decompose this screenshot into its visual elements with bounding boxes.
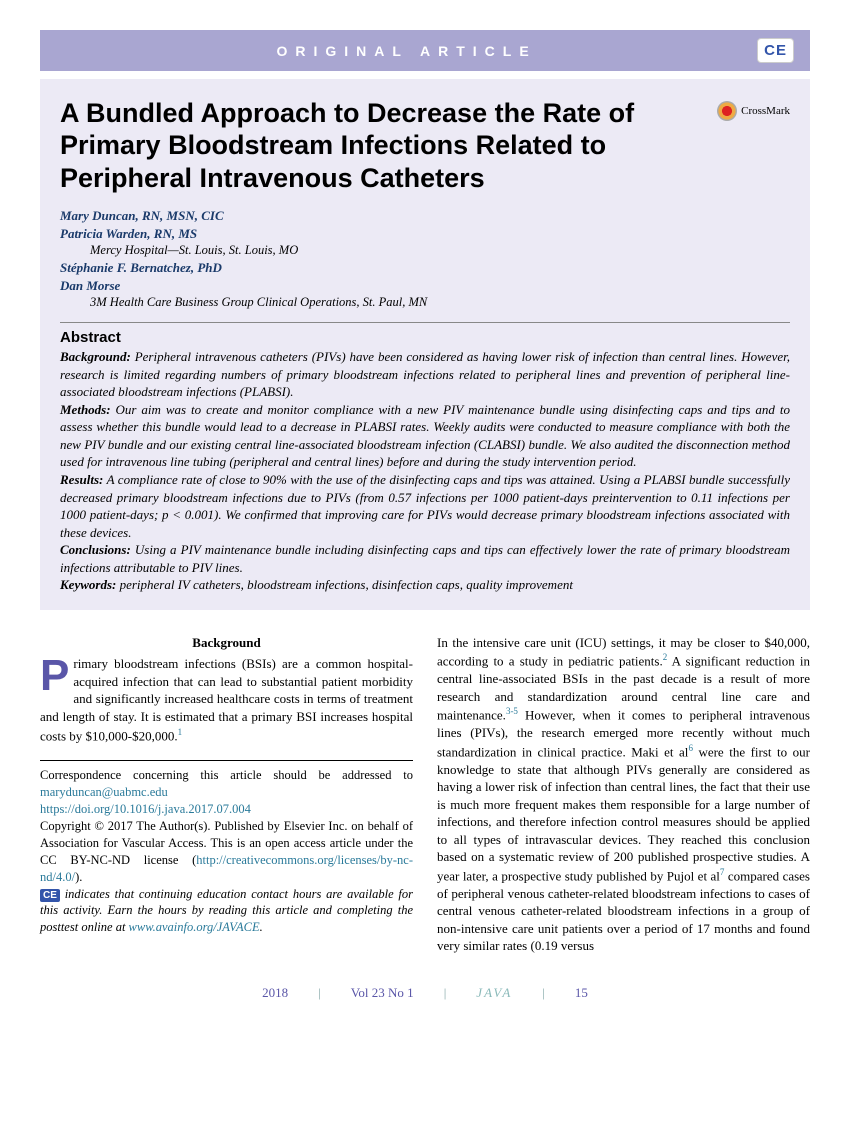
ce-badge: CE xyxy=(757,38,794,63)
crossmark-icon xyxy=(717,101,737,121)
footer-separator: | xyxy=(444,985,447,1001)
dropcap: P xyxy=(40,655,73,694)
correspondence-block: Correspondence concerning this article s… xyxy=(40,760,413,936)
crossmark-badge[interactable]: CrossMark xyxy=(717,101,790,121)
body-paragraph: Primary bloodstream infections (BSIs) ar… xyxy=(40,655,413,744)
page-footer: 2018 | Vol 23 No 1 | JAVA | 15 xyxy=(40,985,810,1001)
body-text: rimary bloodstream infections (BSIs) are… xyxy=(40,656,413,743)
abstract-body: Background: Peripheral intravenous cathe… xyxy=(60,348,790,594)
title-abstract-box: A Bundled Approach to Decrease the Rate … xyxy=(40,79,810,610)
ce-period: . xyxy=(260,920,263,934)
footer-year: 2018 xyxy=(262,985,288,1001)
abstract-conclusions-label: Conclusions: xyxy=(60,542,131,557)
author-name: Patricia Warden, RN, MS xyxy=(60,226,790,242)
abstract-conclusions-text: Using a PIV maintenance bundle including… xyxy=(60,542,790,575)
author-name: Dan Morse xyxy=(60,278,790,294)
correspondence-intro: Correspondence concerning this article s… xyxy=(40,768,413,782)
right-column: In the intensive care unit (ICU) setting… xyxy=(437,634,810,955)
footer-separator: | xyxy=(542,985,545,1001)
citation-ref[interactable]: 3-5 xyxy=(506,706,518,716)
affiliation: Mercy Hospital—St. Louis, St. Louis, MO xyxy=(90,243,790,258)
body-columns: Background Primary bloodstream infection… xyxy=(40,634,810,955)
section-heading: Background xyxy=(40,634,413,652)
author-name: Stéphanie F. Bernatchez, PhD xyxy=(60,260,790,276)
ce-inline-icon: CE xyxy=(40,889,60,902)
article-title: A Bundled Approach to Decrease the Rate … xyxy=(60,97,705,194)
abstract-heading: Abstract xyxy=(60,322,790,346)
crossmark-label: CrossMark xyxy=(741,105,790,117)
doi-link[interactable]: https://doi.org/10.1016/j.java.2017.07.0… xyxy=(40,802,251,816)
authors-block: Mary Duncan, RN, MSN, CIC Patricia Warde… xyxy=(60,208,790,310)
left-column: Background Primary bloodstream infection… xyxy=(40,634,413,955)
abstract-results-label: Results: xyxy=(60,472,103,487)
abstract-results-text: A compliance rate of close to 90% with t… xyxy=(60,472,790,540)
footer-journal: JAVA xyxy=(476,985,512,1001)
author-name: Mary Duncan, RN, MSN, CIC xyxy=(60,208,790,224)
footer-page-number: 15 xyxy=(575,985,588,1001)
ce-link[interactable]: www.avainfo.org/JAVACE xyxy=(129,920,260,934)
article-type-header: ORIGINAL ARTICLE CE xyxy=(40,30,810,71)
body-paragraph: In the intensive care unit (ICU) setting… xyxy=(437,634,810,955)
abstract-background-label: Background: xyxy=(60,349,131,364)
citation-ref[interactable]: 1 xyxy=(178,727,183,737)
article-type-label: ORIGINAL ARTICLE xyxy=(56,43,757,59)
correspondence-email[interactable]: maryduncan@uabmc.edu xyxy=(40,785,168,799)
affiliation: 3M Health Care Business Group Clinical O… xyxy=(90,295,790,310)
abstract-methods-text: Our aim was to create and monitor compli… xyxy=(60,402,790,470)
close-paren: ). xyxy=(75,870,82,884)
footer-volume: Vol 23 No 1 xyxy=(351,985,414,1001)
body-text: were the first to our knowledge to state… xyxy=(437,744,810,883)
abstract-methods-label: Methods: xyxy=(60,402,111,417)
footer-separator: | xyxy=(318,985,321,1001)
abstract-keywords-text: peripheral IV catheters, bloodstream inf… xyxy=(120,577,573,592)
abstract-background-text: Peripheral intravenous catheters (PIVs) … xyxy=(60,349,790,399)
abstract-keywords-label: Keywords: xyxy=(60,577,116,592)
